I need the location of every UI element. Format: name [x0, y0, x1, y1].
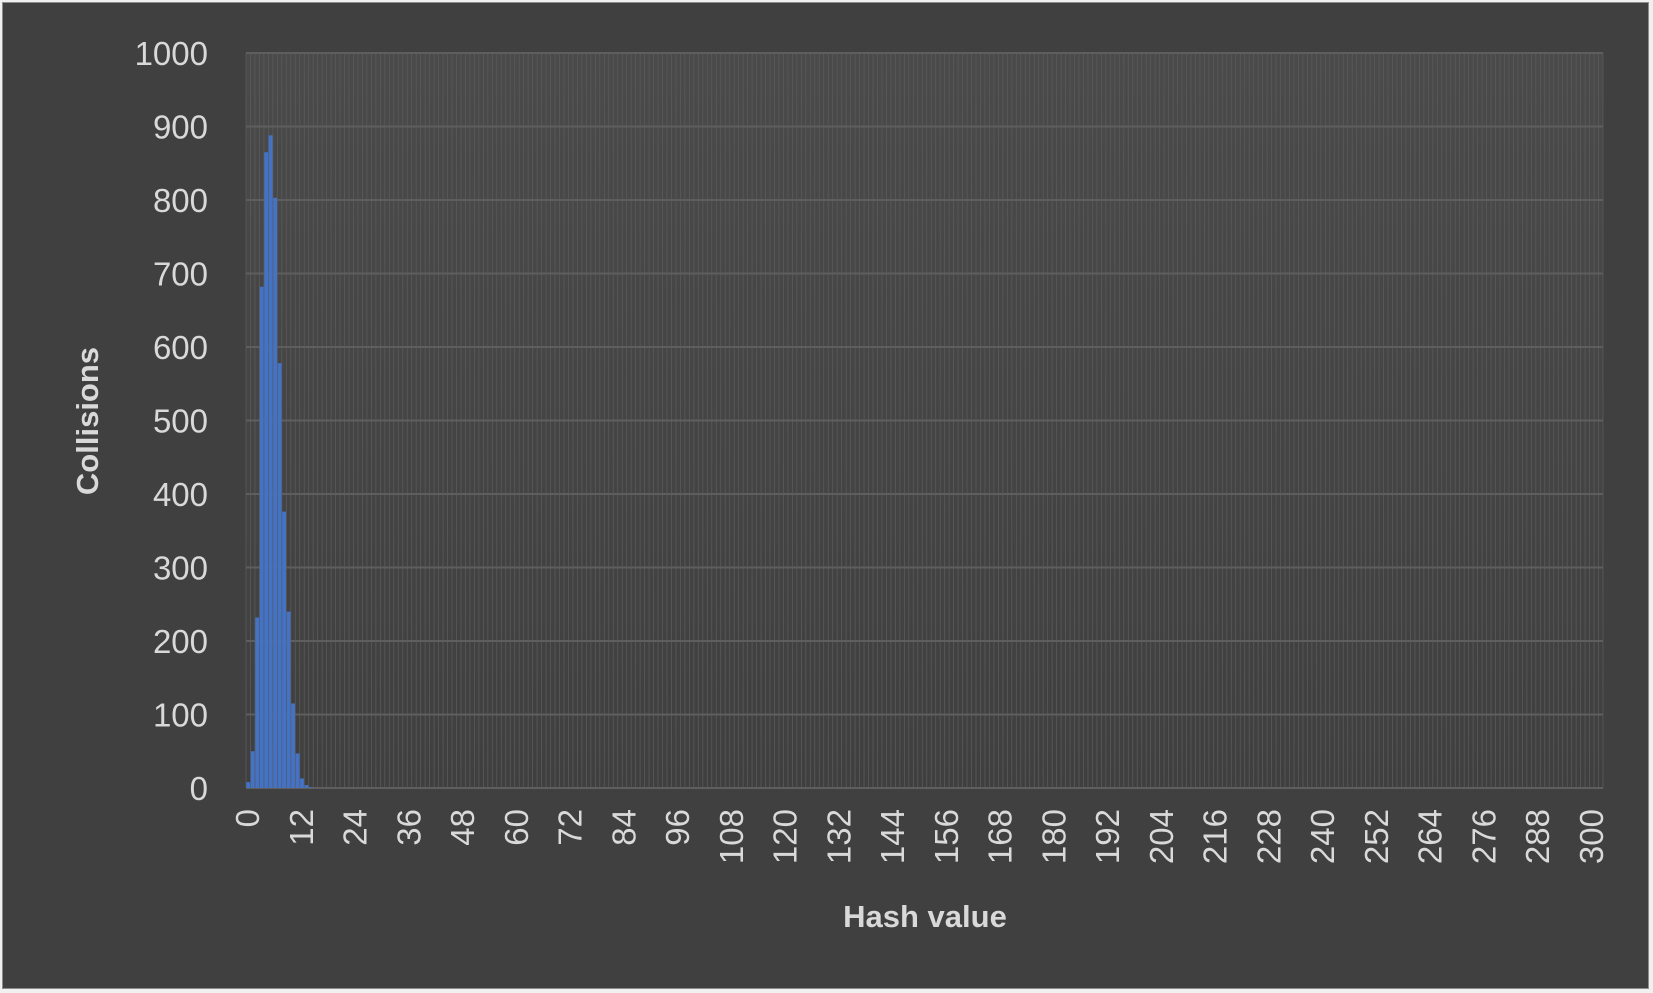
x-tick-label: 216 [1197, 809, 1234, 864]
bar [286, 611, 291, 788]
x-tick-label: 156 [928, 809, 965, 864]
x-tick-label: 132 [820, 809, 857, 864]
x-axis-title: Hash value [843, 899, 1007, 934]
bar [246, 782, 251, 788]
bar [304, 785, 309, 788]
y-axis-ticks: 0 100 200 300 400 500 600 700 800 900 1000 [135, 35, 208, 807]
bar [291, 703, 295, 788]
x-tick-label: 228 [1250, 809, 1287, 864]
x-tick-label: 12 [283, 809, 320, 846]
y-tick-label: 1000 [135, 35, 208, 72]
x-tick-label: 120 [767, 809, 804, 864]
y-tick-label: 600 [153, 329, 208, 366]
y-tick-label: 300 [153, 550, 208, 587]
y-tick-label: 900 [153, 109, 208, 146]
x-tick-label: 144 [874, 809, 911, 864]
y-tick-label: 800 [153, 182, 208, 219]
x-tick-label: 276 [1465, 809, 1502, 864]
y-tick-label: 400 [153, 476, 208, 513]
y-axis-title: Collisions [70, 347, 105, 495]
x-tick-label: 0 [229, 809, 266, 827]
bar [300, 778, 304, 788]
y-tick-label: 500 [153, 403, 208, 440]
y-tick-label: 100 [153, 697, 208, 734]
bar [273, 197, 278, 789]
bar [250, 751, 255, 788]
bar [259, 286, 264, 788]
x-tick-label: 264 [1412, 809, 1449, 864]
bar [277, 363, 282, 788]
gridlines [245, 52, 1604, 789]
bar [308, 787, 313, 788]
x-axis-ticks: 0 12 24 36 48 60 72 84 96 108 120 132 144 156 168 180 19… [229, 809, 1610, 864]
x-tick-label: 204 [1143, 809, 1180, 864]
x-tick-label: 168 [982, 809, 1019, 864]
x-tick-label: 192 [1089, 809, 1126, 864]
bar [295, 753, 300, 788]
x-tick-label: 300 [1573, 809, 1610, 864]
bar [264, 152, 269, 789]
y-tick-label: 200 [153, 623, 208, 660]
x-tick-label: 60 [498, 809, 535, 846]
x-tick-label: 108 [713, 809, 750, 864]
y-tick-label: 700 [153, 256, 208, 293]
chart-svg: 0 100 200 300 400 500 600 700 800 900 1000 0 12 24 36… [70, 35, 1610, 934]
bar [282, 511, 287, 788]
x-tick-label: 24 [337, 809, 374, 846]
y-tick-label: 0 [190, 770, 208, 807]
x-tick-label: 288 [1519, 809, 1556, 864]
x-tick-label: 240 [1304, 809, 1341, 864]
bar-series [246, 135, 313, 789]
x-tick-label: 180 [1035, 809, 1072, 864]
x-tick-label: 84 [605, 809, 642, 846]
x-tick-label: 252 [1358, 809, 1395, 864]
bar [268, 135, 273, 788]
x-tick-label: 48 [444, 809, 481, 846]
x-tick-label: 96 [659, 809, 696, 846]
x-tick-label: 36 [390, 809, 427, 846]
x-tick-label: 72 [552, 809, 589, 846]
bar [255, 617, 260, 788]
